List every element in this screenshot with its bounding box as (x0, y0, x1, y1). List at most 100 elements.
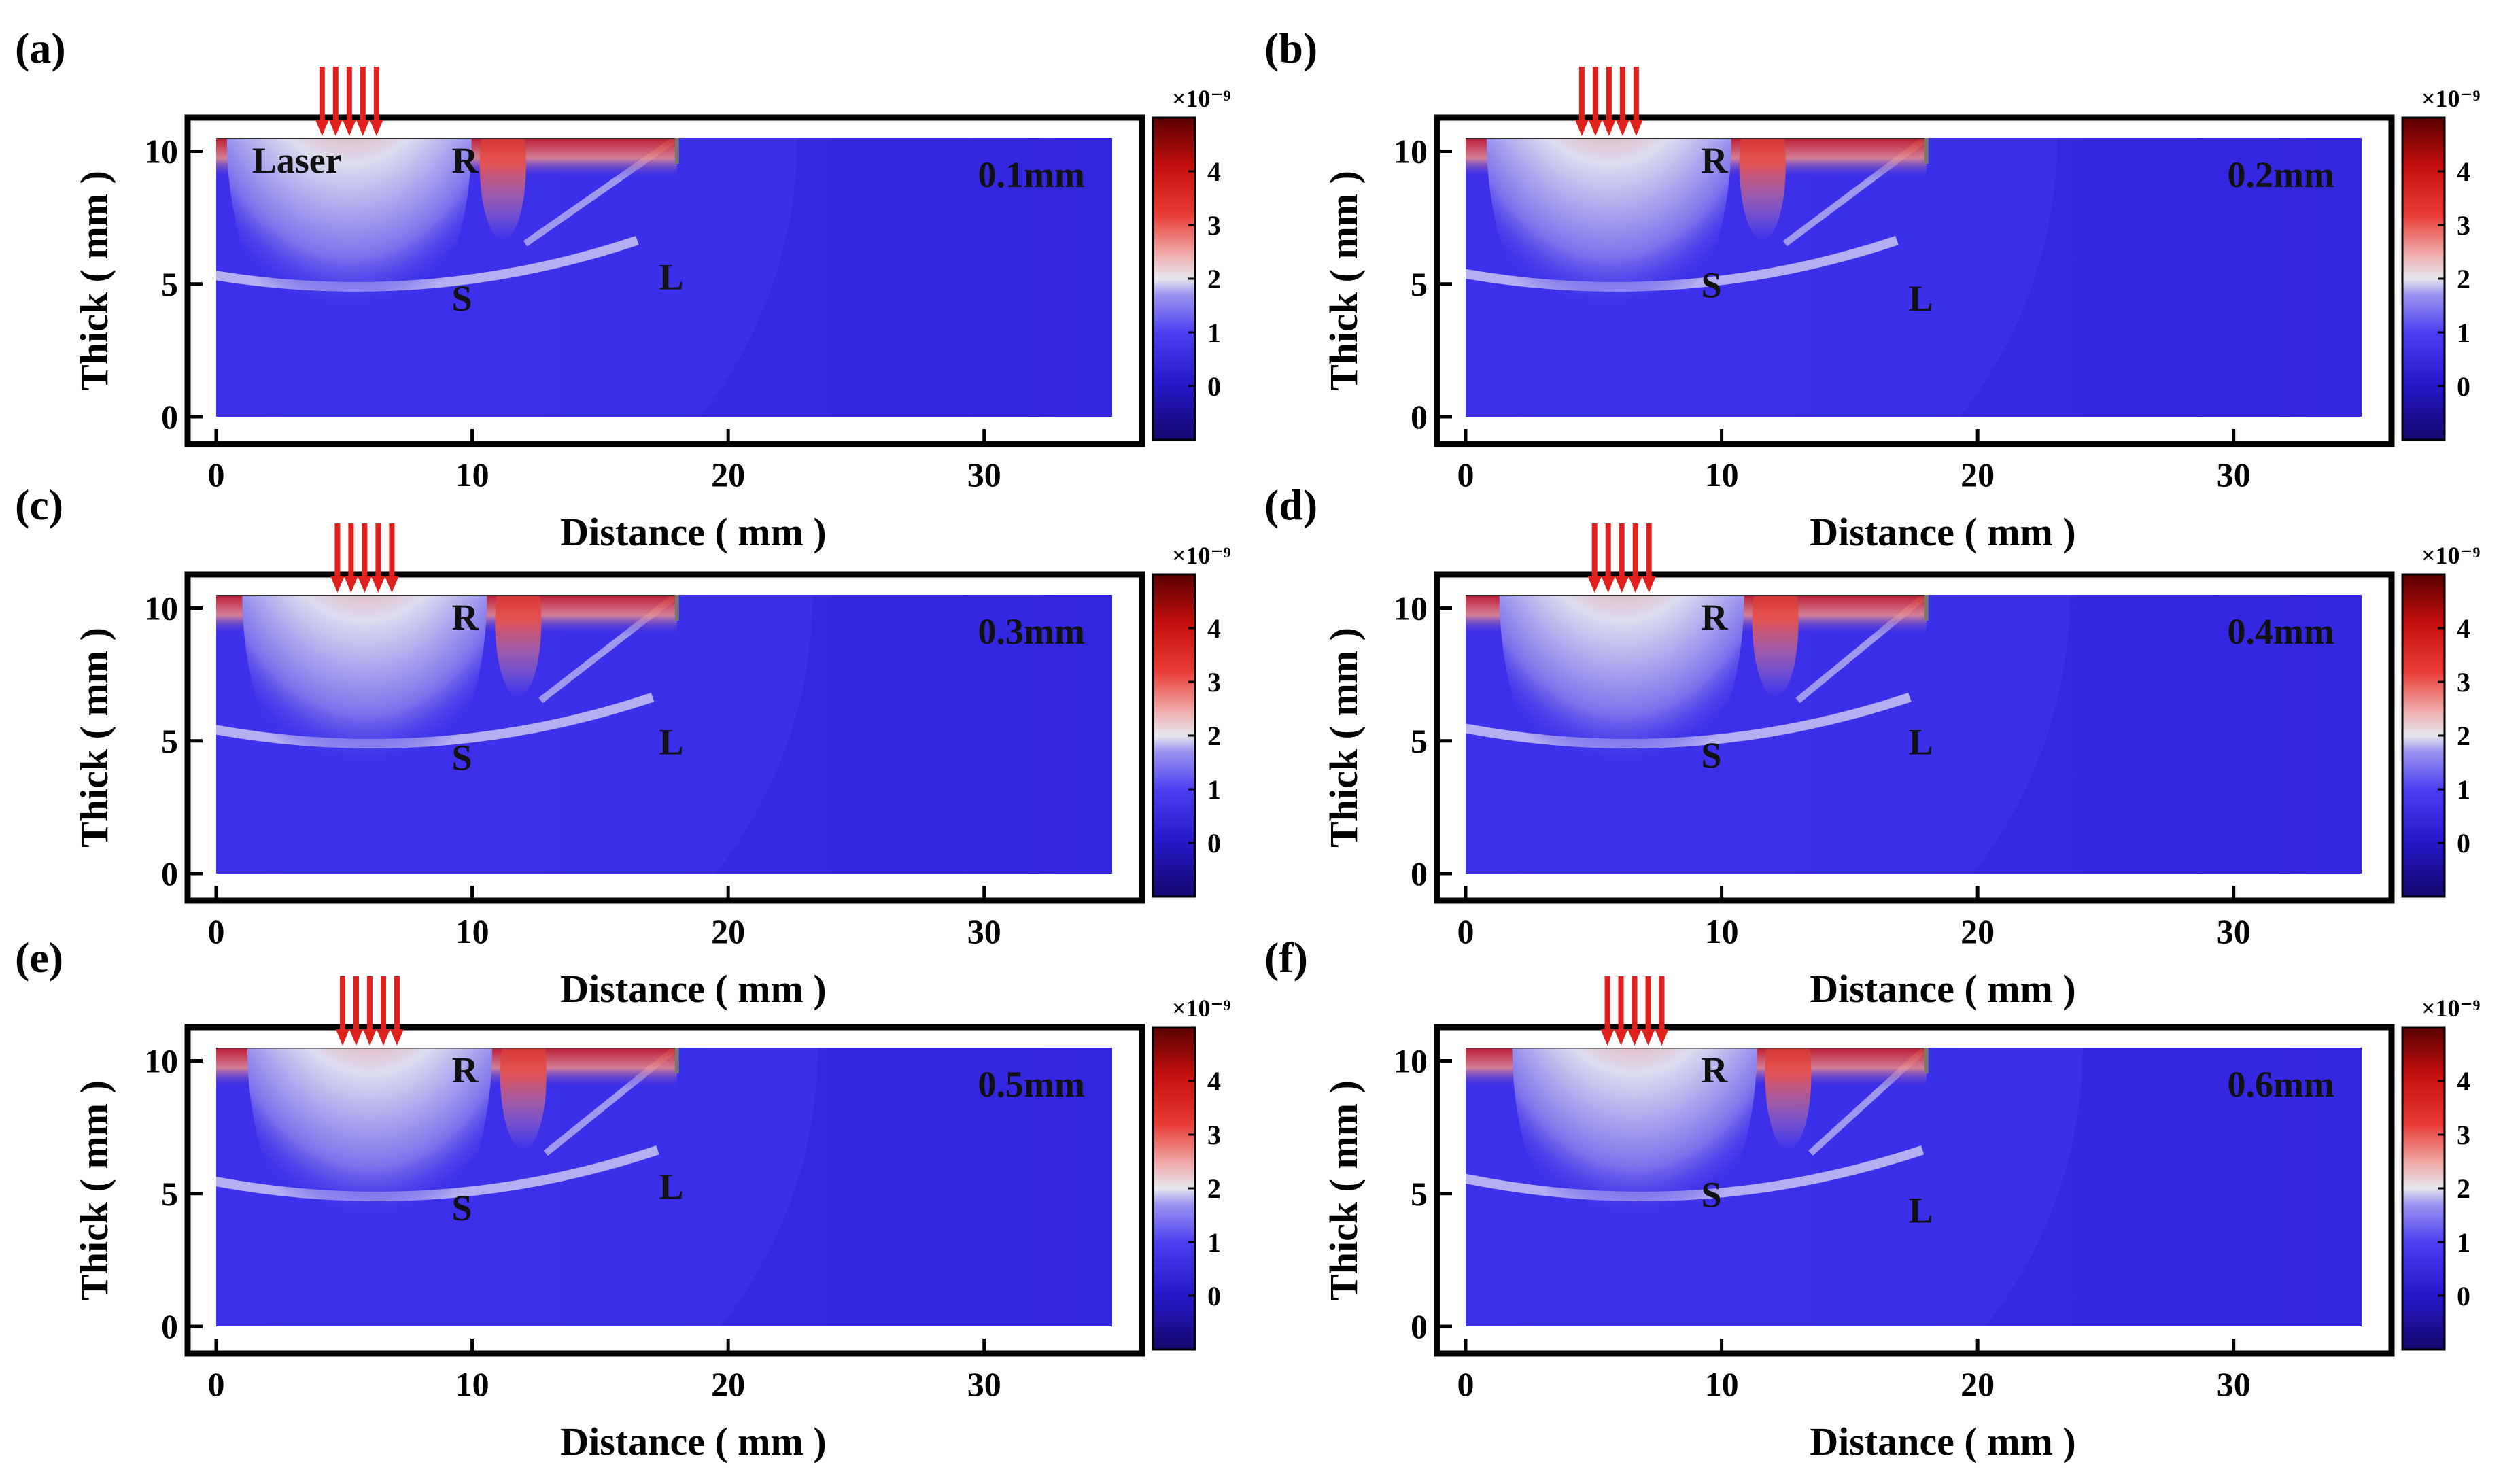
annotation-l: L (1908, 721, 1933, 762)
x-axis-label: Distance ( mm ) (1810, 510, 2075, 554)
colorbar-exponent: ×10⁻⁹ (1172, 85, 1231, 112)
x-axis-label: Distance ( mm ) (1810, 1419, 2075, 1464)
laser-arrow-head (315, 120, 329, 136)
laser-hot-spot (1486, 138, 1731, 362)
laser-arrows (1587, 523, 1656, 593)
y-tick-label: 10 (144, 133, 178, 171)
colorbar-tick-label: 2 (2457, 721, 2470, 751)
laser-hot-spot (1512, 1048, 1757, 1272)
colorbar-tick-label: 2 (2457, 264, 2470, 294)
laser-arrow-head (390, 1029, 404, 1046)
laser-arrow-head (1629, 120, 1643, 136)
x-tick-label: 20 (1961, 455, 1995, 494)
colorbar-tick-label: 4 (2457, 156, 2470, 187)
colorbar (2401, 1026, 2446, 1351)
slot-marker (1924, 1048, 1929, 1073)
y-tick-label: 5 (161, 265, 178, 303)
rayleigh-wave (1752, 595, 1799, 697)
y-axis-label: Thick ( mm ) (1322, 1080, 1366, 1300)
x-tick-label: 30 (967, 1365, 1001, 1403)
thickness-label: 0.5mm (978, 1064, 1085, 1105)
x-axis-label: Distance ( mm ) (560, 1419, 826, 1464)
annotation-r: R (1701, 597, 1728, 638)
thickness-label: 0.4mm (2228, 611, 2334, 652)
laser-arrow-head (349, 1029, 363, 1046)
y-tick-label: 10 (1394, 133, 1428, 171)
y-axis-label: Thick ( mm ) (1322, 171, 1366, 391)
annotation-l: L (1908, 278, 1933, 319)
slot-marker (1924, 595, 1929, 621)
y-axis-label: Thick ( mm ) (1322, 627, 1366, 848)
x-tick-label: 20 (1961, 912, 1995, 950)
wave-field (1466, 1048, 2362, 1326)
laser-hot-spot (242, 595, 487, 819)
annotation-s: S (1701, 264, 1721, 305)
laser-hot-spot (247, 1048, 492, 1272)
laser-arrow-head (1600, 1029, 1615, 1046)
thickness-label: 0.3mm (978, 611, 1085, 652)
y-tick-label: 10 (1394, 589, 1428, 627)
annotation-r: R (451, 1050, 479, 1090)
colorbar-tick-label: 3 (1207, 210, 1221, 241)
y-tick-label: 0 (1411, 855, 1428, 893)
annotation-r: R (451, 597, 479, 638)
colorbar-tick-label: 3 (2457, 210, 2470, 241)
laser-arrow-head (1628, 576, 1642, 593)
x-tick-label: 10 (455, 1365, 489, 1403)
colorbar-exponent: ×10⁻⁹ (2421, 542, 2481, 569)
colorbar-exponent: ×10⁻⁹ (2421, 995, 2481, 1022)
thickness-label: 0.1mm (978, 154, 1085, 195)
colorbar-exponent: ×10⁻⁹ (1172, 542, 1231, 569)
y-tick-label: 0 (161, 398, 178, 436)
colorbar-tick-label: 2 (1207, 721, 1221, 751)
rayleigh-wave (1765, 1048, 1812, 1150)
laser-hot-spot (226, 138, 472, 362)
colorbar-tick-label: 2 (1207, 264, 1221, 294)
x-tick-label: 0 (208, 912, 225, 950)
panel-label: (e) (15, 933, 63, 982)
y-tick-label: 0 (161, 1307, 178, 1345)
colorbar-tick-label: 2 (2457, 1173, 2470, 1204)
laser-hot-spot (1499, 595, 1744, 819)
slot-marker (674, 595, 679, 621)
rayleigh-wave (479, 138, 526, 240)
panel-label: (a) (15, 24, 66, 72)
x-tick-label: 20 (711, 912, 745, 950)
annotation-s: S (451, 738, 472, 778)
x-tick-label: 20 (1961, 1365, 1995, 1403)
x-tick-label: 10 (1705, 1365, 1739, 1403)
wave-field (1466, 595, 2362, 874)
laser-arrow-head (328, 120, 343, 136)
laser-arrow-head (362, 1029, 377, 1046)
laser-arrow-head (385, 576, 399, 593)
y-tick-label: 5 (161, 722, 178, 760)
laser-arrow-head (1587, 576, 1602, 593)
laser-arrow-head (1615, 576, 1629, 593)
laser-arrow-head (1614, 1029, 1628, 1046)
x-axis-label: Distance ( mm ) (560, 510, 826, 554)
wave-field (216, 595, 1112, 874)
wave-field (1466, 138, 2362, 417)
y-tick-label: 5 (1411, 1175, 1428, 1213)
colorbar-tick-label: 1 (2457, 774, 2470, 805)
x-tick-label: 0 (1457, 1365, 1474, 1403)
laser-arrow-head (356, 120, 370, 136)
colorbar-tick-label: 4 (2457, 1066, 2470, 1097)
slot-marker (1924, 138, 1929, 164)
x-tick-label: 20 (711, 455, 745, 494)
y-tick-label: 5 (1411, 722, 1428, 760)
x-tick-label: 0 (1457, 455, 1474, 494)
annotation-r: R (1701, 140, 1728, 181)
colorbar-tick-label: 0 (1207, 1281, 1221, 1311)
laser-arrow-head (1642, 576, 1656, 593)
y-tick-label: 10 (144, 1042, 178, 1080)
laser-arrow-head (358, 576, 372, 593)
annotation-s: S (1701, 735, 1721, 776)
laser-arrows (1600, 976, 1669, 1046)
panel-label: (b) (1264, 24, 1317, 72)
annotation-l: L (659, 1167, 683, 1207)
x-tick-label: 0 (208, 1365, 225, 1403)
